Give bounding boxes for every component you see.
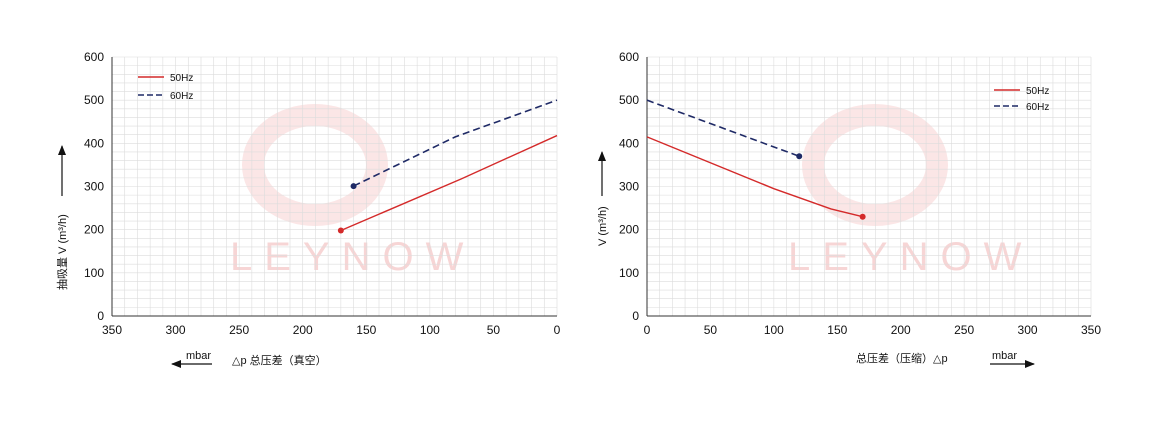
watermark-text: LEYNOW [230, 235, 475, 279]
x-unit-label: mbar [186, 350, 211, 362]
series-line-60hz [353, 99, 558, 187]
tick-labels: 0 50 100 150 200 250 300 350 0 100 200 300 400 500 600 [619, 50, 1101, 337]
chart-compression: 0 50 100 150 200 250 300 350 0 100 200 300 400 500 600… [597, 50, 1101, 368]
watermark-right: LEYNOW [788, 104, 1033, 279]
y-tick-label: 300 [84, 180, 104, 194]
x-tick-label: 0 [554, 323, 561, 337]
y-tick-label: 600 [84, 50, 104, 64]
legend: 50Hz 60Hz [138, 73, 193, 102]
legend-label-60hz: 60Hz [170, 91, 193, 102]
x-tick-label: 200 [891, 323, 911, 337]
series-point-50hz [859, 213, 866, 220]
x-axis-label: △p 总压差（真空） [232, 353, 327, 367]
legend-label-50hz: 50Hz [170, 73, 193, 84]
y-axis-title: 抽吸量 V (m³/h) [55, 145, 69, 290]
legend-label-50hz: 50Hz [1026, 86, 1049, 97]
y-tick-label: 400 [619, 136, 639, 150]
y-tick-label: 200 [619, 223, 639, 237]
y-axis-label: 抽吸量 V (m³/h) [55, 214, 69, 290]
x-tick-label: 50 [704, 323, 718, 337]
x-tick-label: 100 [420, 323, 440, 337]
x-tick-label: 100 [764, 323, 784, 337]
y-tick-label: 500 [84, 93, 104, 107]
x-axis-title: 总压差（压缩）△p mbar [856, 350, 1035, 368]
x-tick-label: 250 [229, 323, 249, 337]
chart-vacuum: 350 300 250 200 150 100 50 00100200300400500600… [55, 50, 561, 368]
legend-label-60hz: 60Hz [1026, 102, 1049, 113]
y-tick-label: 100 [619, 266, 639, 280]
y-tick-label: 200 [84, 223, 104, 237]
series-point-50hz [337, 227, 344, 234]
y-axis-label: V (m³/h) [597, 206, 609, 246]
y-axis-title: V (m³/h) [597, 151, 609, 246]
x-tick-label: 300 [1018, 323, 1038, 337]
x-tick-label: 300 [166, 323, 186, 337]
series-line-50hz [646, 136, 863, 218]
series-point-60hz [796, 153, 803, 160]
y-tick-label: 500 [619, 93, 639, 107]
watermark-left: LEYNOW [230, 104, 475, 279]
y-tick-label: 100 [84, 266, 104, 280]
series-point-60hz [350, 183, 357, 190]
x-tick-label: 200 [293, 323, 313, 337]
y-tick-label: 600 [619, 50, 639, 64]
x-tick-label: 50 [487, 323, 501, 337]
x-axis-title: mbar △p 总压差（真空） [171, 350, 327, 368]
y-tick-label: 0 [97, 309, 104, 323]
x-axis-label: 总压差（压缩）△p [856, 351, 948, 365]
y-tick-label: 0 [632, 309, 639, 323]
series-group [646, 99, 866, 220]
x-tick-label: 250 [954, 323, 974, 337]
x-unit-label: mbar [992, 350, 1017, 362]
grid [111, 56, 558, 317]
series-line-50hz [340, 134, 558, 232]
y-tick-label: 400 [84, 136, 104, 150]
x-tick-label: 150 [356, 323, 376, 337]
x-tick-label: 350 [1081, 323, 1101, 337]
y-tick-label: 300 [619, 180, 639, 194]
series-group [337, 99, 558, 234]
x-tick-label: 350 [102, 323, 122, 337]
series-line-60hz [646, 99, 800, 158]
x-tick-label: 150 [827, 323, 847, 337]
x-tick-label: 0 [644, 323, 651, 337]
watermark-text: LEYNOW [788, 235, 1033, 279]
legend: 50Hz 60Hz [994, 86, 1049, 113]
